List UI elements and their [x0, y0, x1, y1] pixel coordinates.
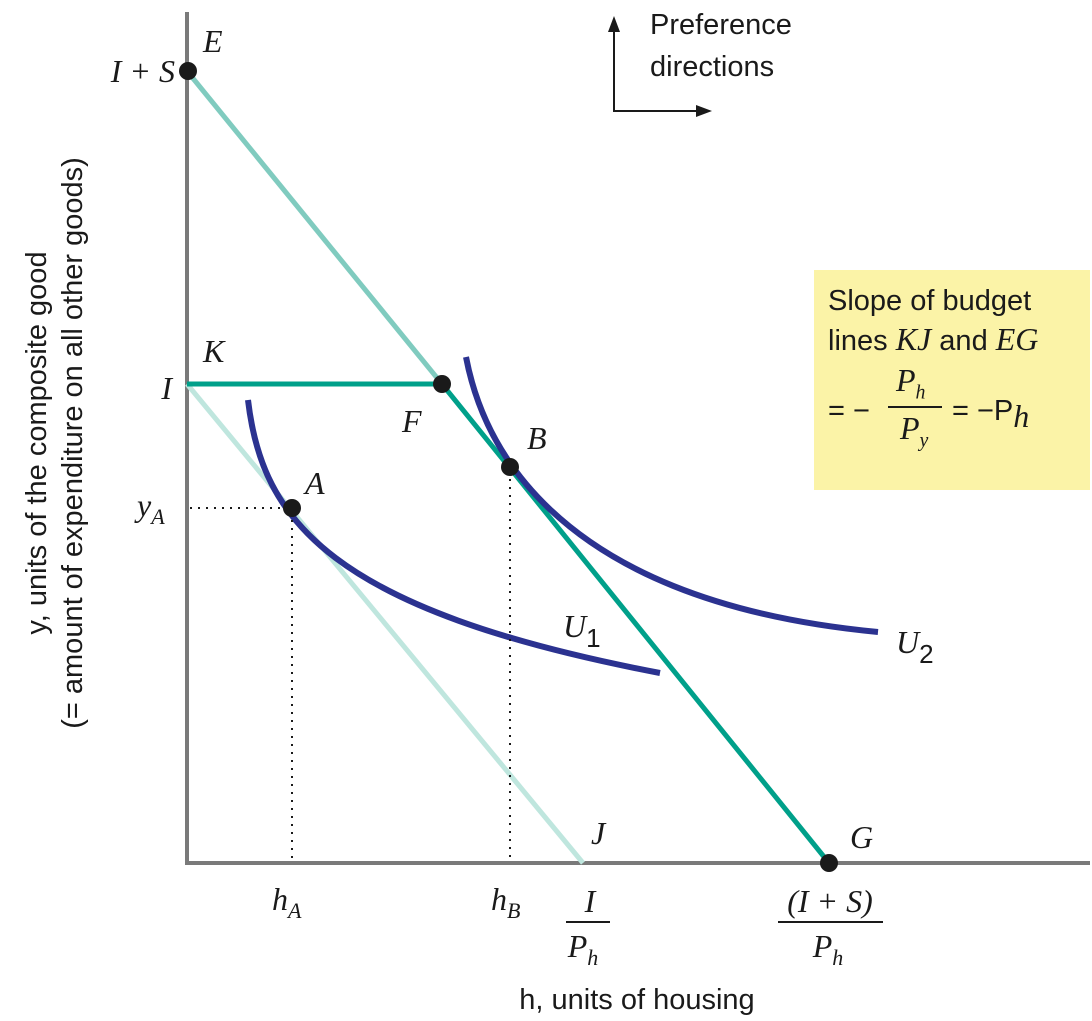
svg-text:(I + S): (I + S) — [787, 883, 873, 919]
xtick-hA: hA — [272, 881, 302, 923]
ytick-yA: yA — [134, 487, 165, 529]
svg-text:Ph: Ph — [567, 928, 599, 970]
slope-line2: lines KJ and EG — [828, 321, 1039, 357]
label-J: J — [591, 815, 607, 851]
point-B — [501, 458, 519, 476]
point-E — [179, 62, 197, 80]
label-B: B — [527, 420, 547, 456]
budget-line-IJ — [185, 382, 585, 865]
label-F: F — [401, 403, 422, 439]
svg-text:(= amount of expenditure on al: (= amount of expenditure on all other go… — [57, 157, 89, 729]
y-axis-title: y, units of the composite good (= amount… — [21, 157, 89, 729]
svg-text:Ph: Ph — [812, 928, 844, 970]
slope-annotation-box: Slope of budget lines KJ and EG = − Ph P… — [814, 270, 1090, 490]
ytick-I: I — [160, 370, 173, 406]
preference-directions-icon — [608, 16, 712, 117]
x-axis-title: h, units of housing — [519, 984, 754, 1016]
svg-text:y, units of the composite good: y, units of the composite good — [21, 251, 53, 634]
xtick-IS-over-Ph: (I + S) Ph — [778, 883, 883, 970]
label-u2: U2 — [896, 624, 934, 669]
point-A — [283, 499, 301, 517]
ytick-I-plus-S: I + S — [110, 53, 175, 89]
preference-label-line2: directions — [650, 51, 774, 83]
slope-formula: = − Ph Py = −Ph — [828, 362, 1030, 452]
xtick-I-over-Ph: I Ph — [566, 883, 610, 970]
xtick-hB: hB — [491, 881, 520, 923]
slope-line1: Slope of budget — [828, 285, 1032, 317]
label-G: G — [850, 819, 873, 855]
label-E: E — [202, 23, 223, 59]
label-A: A — [303, 465, 325, 501]
indifference-curve-u2 — [463, 356, 879, 635]
svg-text:I: I — [584, 883, 597, 919]
label-K: K — [202, 333, 226, 369]
indifference-curve-u1 — [245, 399, 661, 676]
budget-line-EG — [185, 69, 444, 386]
point-F — [433, 375, 451, 393]
preference-label-line1: Preference — [650, 9, 792, 41]
label-u1: U1 — [563, 608, 601, 653]
point-G — [820, 854, 838, 872]
